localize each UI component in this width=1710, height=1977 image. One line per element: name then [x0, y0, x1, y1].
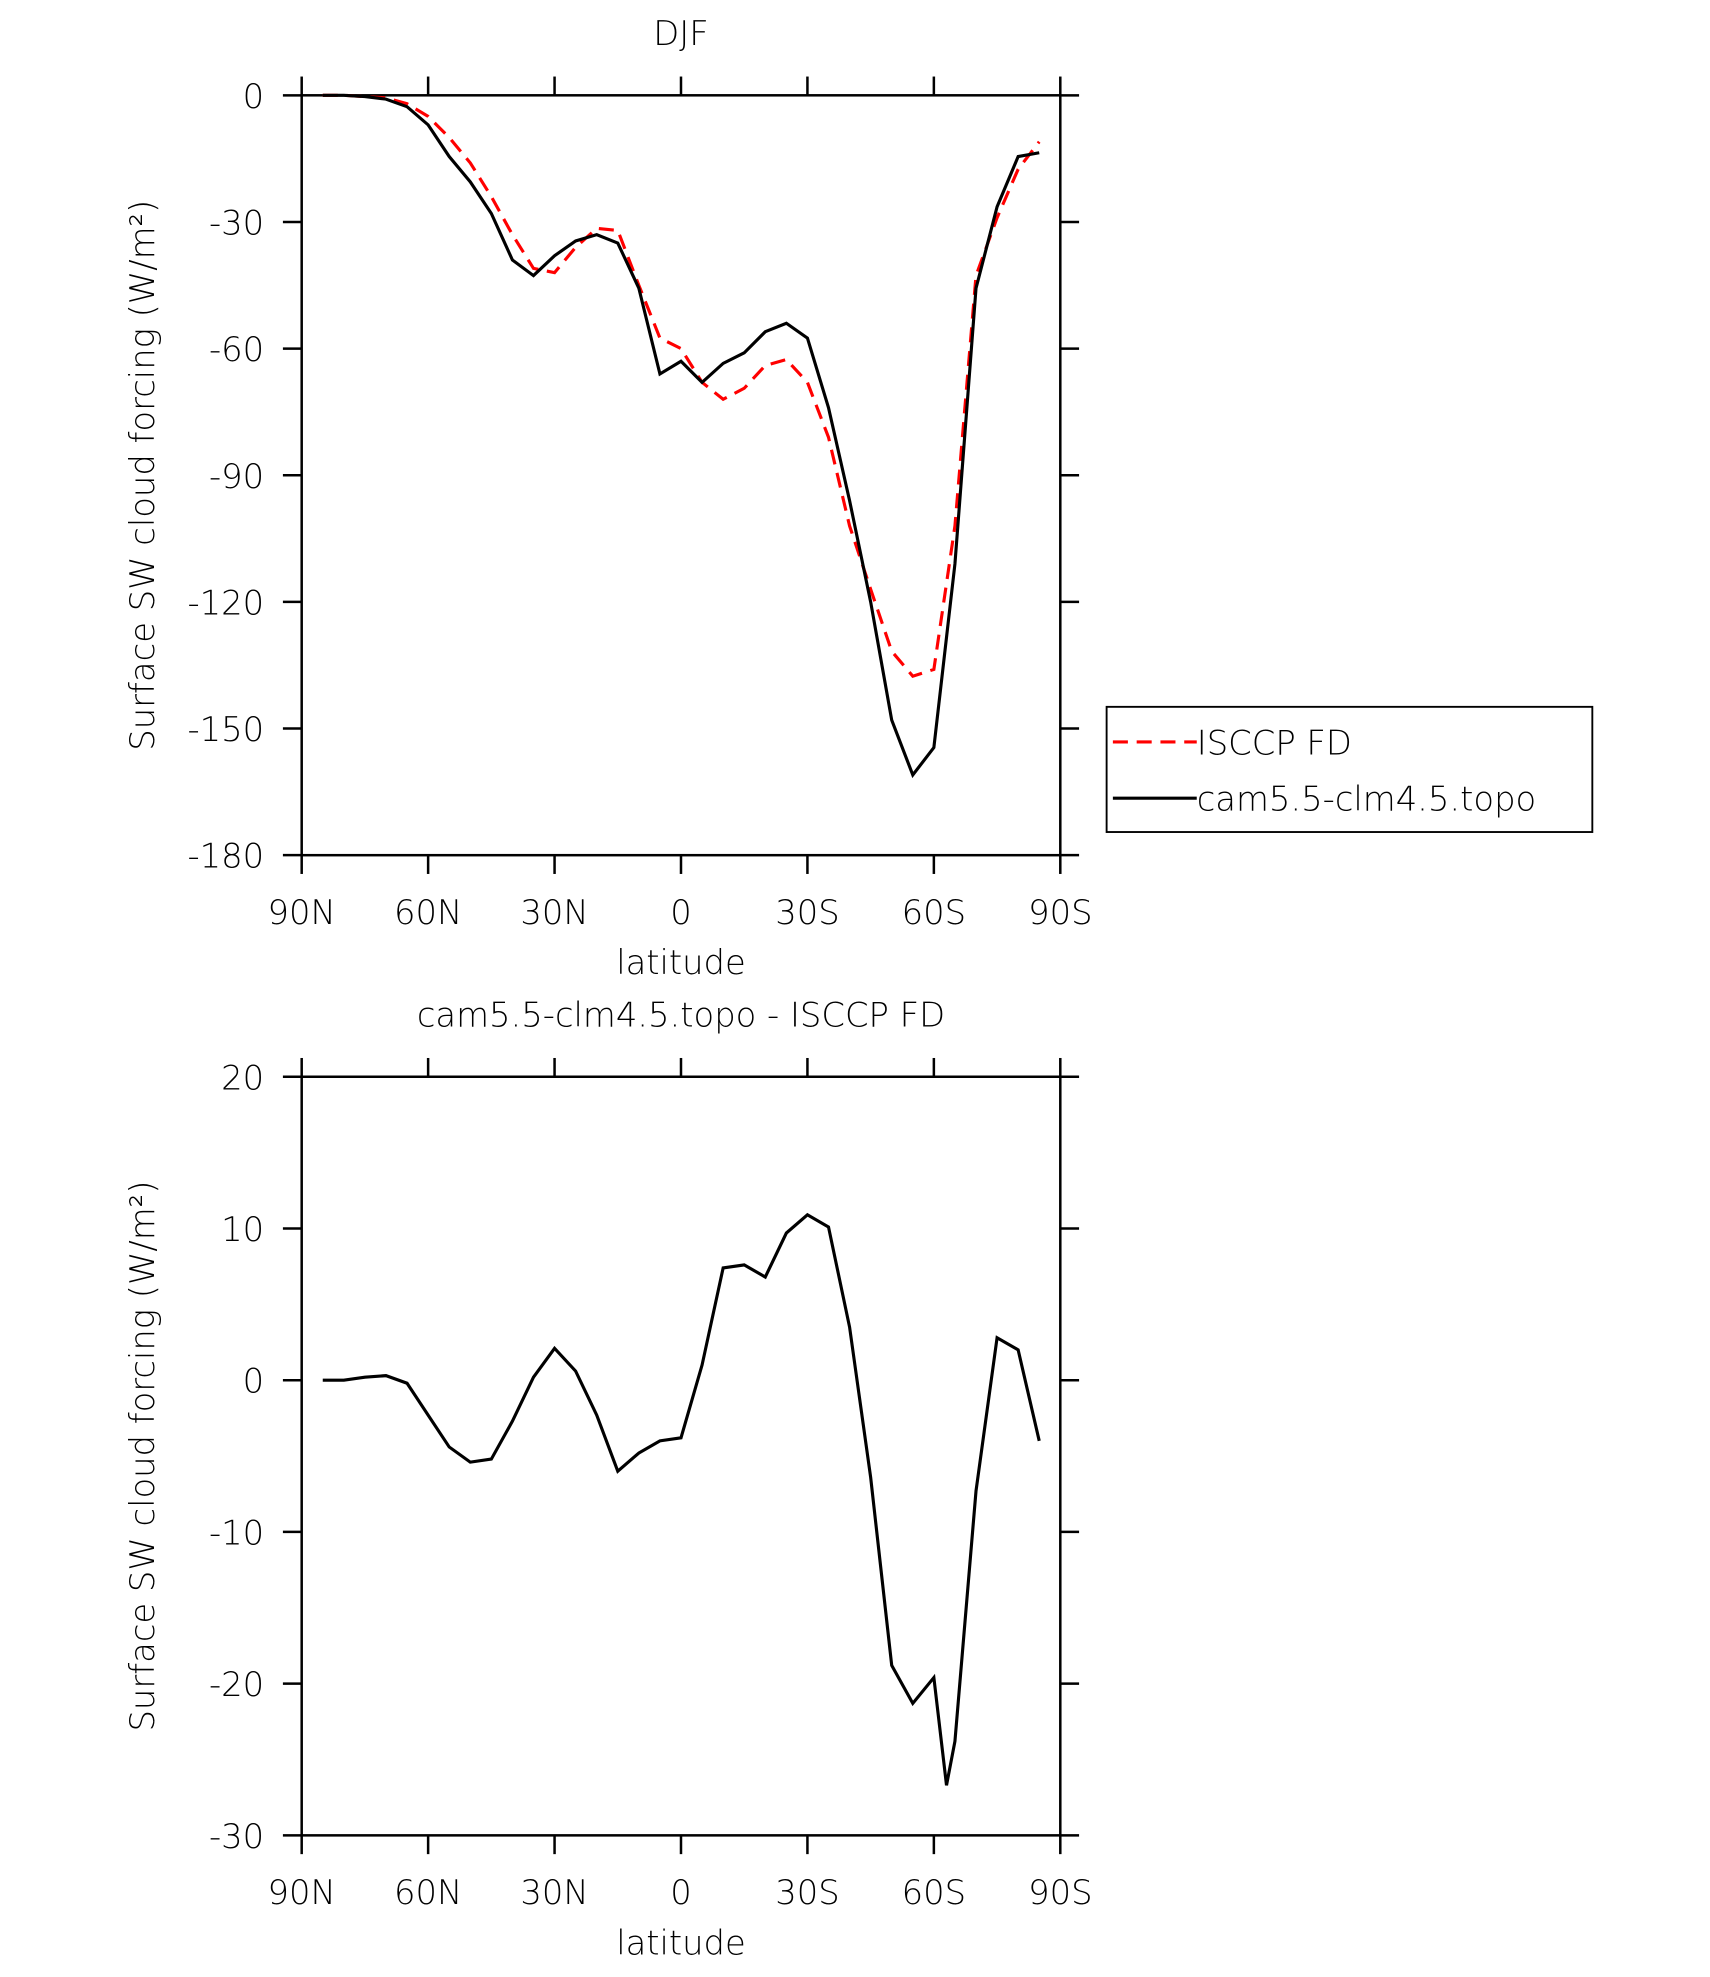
y-tick-label: -150	[187, 710, 264, 749]
x-tick-label: 90N	[268, 893, 336, 932]
x-tick-label: 90S	[1028, 893, 1092, 932]
x-tick-label: 30N	[520, 893, 588, 932]
y-tick-label: -10	[209, 1513, 264, 1552]
chart-title: DJF	[653, 14, 708, 53]
x-tick-label: 30S	[775, 1873, 839, 1912]
x-tick-label: 90N	[268, 1873, 336, 1912]
x-tick-label: 60N	[394, 1873, 462, 1912]
y-tick-label: -30	[209, 1817, 264, 1856]
legend-frame	[1105, 705, 1594, 833]
x-tick-label: 30N	[520, 1873, 588, 1912]
y-tick-label: 0	[243, 77, 265, 116]
y-tick-label: -90	[209, 457, 264, 496]
x-axis-label: latitude	[616, 943, 746, 982]
data-line	[322, 93, 1041, 679]
x-tick-label: 30S	[775, 893, 839, 932]
y-tick-label: -120	[187, 583, 264, 622]
y-tick-label: 20	[221, 1058, 264, 1097]
plot: cam5.5-clm4.5.topo - ISCCP FD 20 10 0 -10 -20…	[123, 996, 1093, 1963]
y-axis-label: Surface SW cloud forcing (W/m²)	[123, 1181, 162, 1732]
y-tick-label: -60	[209, 330, 264, 369]
plot-frame	[300, 1075, 1062, 1837]
x-tick-label: 60S	[902, 1873, 966, 1912]
y-tick-label: -30	[209, 203, 264, 242]
x-tick-label: 60N	[394, 893, 462, 932]
data-line	[322, 1212, 1041, 1786]
legend-label: cam5.5-clm4.5.topo	[1197, 780, 1536, 819]
y-tick-label: 0	[243, 1362, 265, 1401]
legend-label: ISCCP FD	[1197, 723, 1352, 762]
y-axis-label: Surface SW cloud forcing (W/m²)	[123, 200, 162, 751]
plot-frame	[300, 94, 1062, 857]
data-line	[322, 93, 1040, 779]
x-tick-label: 60S	[902, 893, 966, 932]
legend: ISCCP FD cam5.5-clm4.5.topo	[1105, 705, 1594, 833]
y-tick-label: -20	[209, 1665, 264, 1704]
x-tick-label: 90S	[1028, 1873, 1092, 1912]
x-tick-label: 0	[670, 1873, 692, 1912]
y-tick-label: 10	[221, 1210, 264, 1249]
x-tick-label: 0	[670, 893, 692, 932]
y-tick-label: -180	[187, 837, 264, 876]
x-axis-label: latitude	[616, 1923, 746, 1962]
chart-title: cam5.5-clm4.5.topo - ISCCP FD	[417, 996, 945, 1035]
